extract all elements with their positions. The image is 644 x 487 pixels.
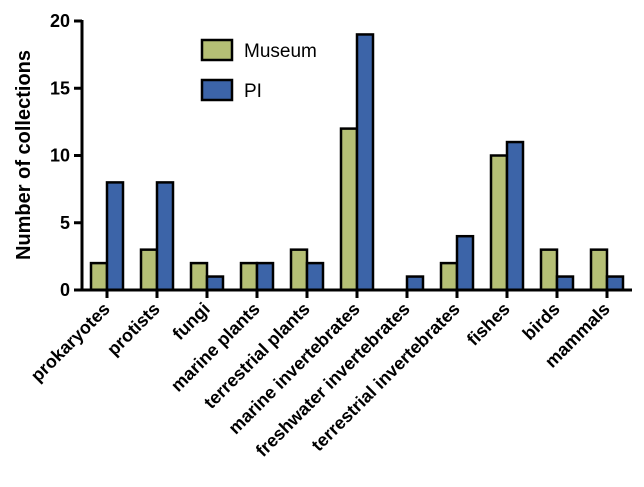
x-tick-label: protists bbox=[103, 299, 164, 360]
bar-pi-fungi bbox=[205, 275, 225, 292]
bar-pi-marine-plants bbox=[255, 261, 275, 292]
bar-museum-protists bbox=[139, 248, 159, 292]
y-tick-label: 10 bbox=[50, 146, 70, 166]
y-tick-label: 5 bbox=[60, 213, 70, 233]
bar-museum-terrestrial-plants bbox=[289, 248, 309, 292]
y-axis-title: Number of collections bbox=[13, 50, 35, 260]
bar-museum-birds bbox=[539, 248, 559, 292]
legend-swatch-museum bbox=[200, 38, 234, 62]
bar-pi-mammals bbox=[605, 275, 625, 292]
bar-pi-terrestrial-invertebrates bbox=[455, 234, 475, 292]
bar-pi-terrestrial-plants bbox=[305, 261, 325, 292]
bar-museum-fishes bbox=[489, 154, 509, 292]
bar-pi-protists bbox=[155, 181, 175, 292]
bar-pi-prokaryotes bbox=[105, 181, 125, 292]
bar-museum-mammals bbox=[589, 248, 609, 292]
x-tick-label: fishes bbox=[463, 299, 514, 350]
bar-museum-prokaryotes bbox=[89, 261, 109, 292]
legend: Museum PI bbox=[200, 38, 317, 102]
x-tick-label: birds bbox=[519, 299, 564, 344]
legend-label-museum: Museum bbox=[244, 41, 317, 62]
legend-swatch-pi bbox=[200, 78, 234, 102]
bars bbox=[89, 33, 625, 292]
bar-pi-marine-invertebrates bbox=[355, 33, 375, 292]
bar-museum-marine-invertebrates bbox=[339, 127, 359, 292]
y-tick-label: 15 bbox=[50, 78, 70, 98]
bar-pi-freshwater-invertebrates bbox=[405, 275, 425, 292]
x-tick-label: marine plants bbox=[167, 299, 264, 396]
bar-museum-fungi bbox=[189, 261, 209, 292]
y-tick-label: 20 bbox=[50, 11, 70, 31]
x-tick-label: fungi bbox=[169, 299, 214, 344]
y-tick-label: 0 bbox=[60, 280, 70, 300]
bar-pi-fishes bbox=[505, 140, 525, 292]
x-tick-label: prokaryotes bbox=[27, 299, 114, 386]
bar-museum-terrestrial-invertebrates bbox=[439, 261, 459, 292]
bar-pi-birds bbox=[555, 275, 575, 292]
y-axis: 0 5 10 15 20 bbox=[50, 11, 84, 300]
bar-museum-marine-plants bbox=[239, 261, 259, 292]
legend-label-pi: PI bbox=[244, 81, 262, 102]
